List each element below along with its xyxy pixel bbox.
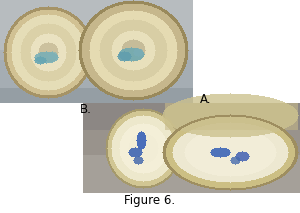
Text: B.: B. xyxy=(80,103,92,116)
Text: Figure 6.: Figure 6. xyxy=(124,194,176,207)
Text: A.: A. xyxy=(200,92,211,106)
